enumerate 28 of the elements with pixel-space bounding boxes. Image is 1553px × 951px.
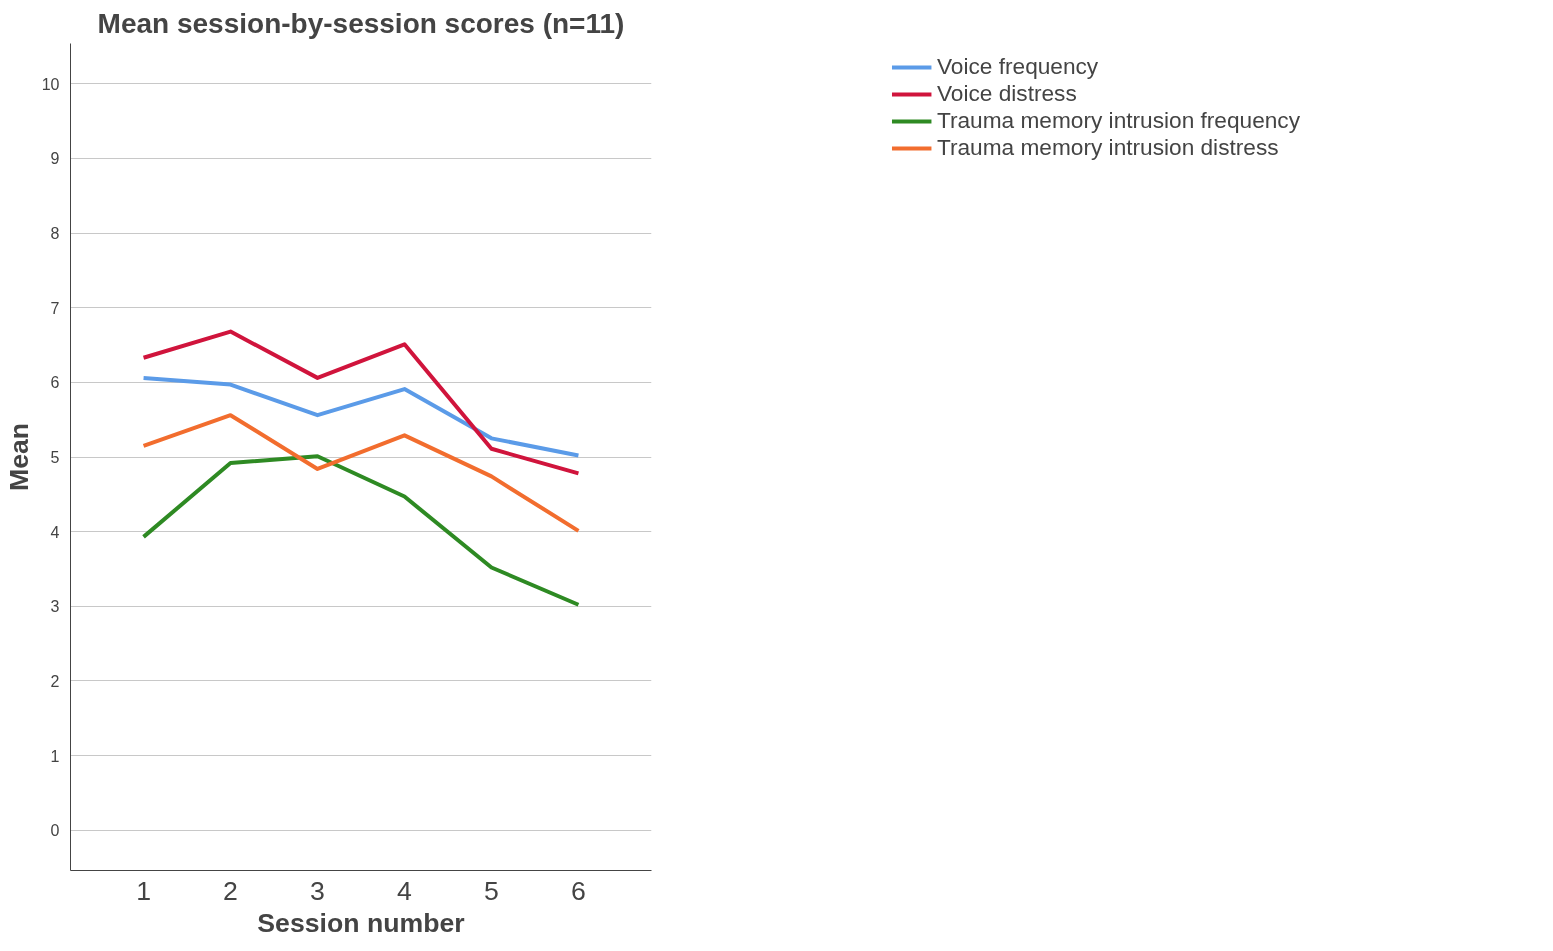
chart-title: Mean session-by-session scores (n=11) bbox=[97, 7, 625, 39]
y-tick-label: 10 bbox=[41, 75, 60, 93]
y-tick-label: 6 bbox=[50, 374, 60, 392]
x-tick-label: 3 bbox=[310, 875, 325, 906]
x-tick-label: 4 bbox=[397, 875, 413, 906]
y-tick-label: 3 bbox=[50, 598, 60, 616]
y-tick-label: 8 bbox=[50, 225, 60, 243]
line-series bbox=[141, 413, 581, 533]
y-tick-label: 5 bbox=[50, 449, 60, 466]
y-tick-label: 9 bbox=[50, 150, 60, 168]
y-tick-label: 2 bbox=[50, 672, 60, 690]
x-tick-label: 6 bbox=[571, 875, 586, 906]
x-tick-label: 2 bbox=[223, 875, 238, 906]
legend-label: Voice distress bbox=[936, 80, 1077, 107]
y-tick-label: 4 bbox=[50, 523, 60, 541]
legend-label: Trauma memory intrusion frequency bbox=[936, 107, 1301, 134]
legend-label: Trauma memory intrusion distress bbox=[936, 134, 1279, 161]
line-series bbox=[141, 375, 581, 458]
x-axis-title: Session number bbox=[257, 907, 465, 938]
x-tick-label: 5 bbox=[484, 875, 499, 906]
line-series bbox=[141, 454, 581, 607]
legend-label: Voice frequency bbox=[936, 53, 1099, 80]
y-tick-label: 7 bbox=[50, 299, 60, 317]
y-tick-label: 1 bbox=[50, 747, 60, 765]
x-tick-label: 1 bbox=[136, 875, 151, 906]
y-tick-label: 0 bbox=[50, 822, 60, 840]
y-axis-title: Mean bbox=[3, 422, 34, 492]
line-series bbox=[141, 329, 581, 476]
